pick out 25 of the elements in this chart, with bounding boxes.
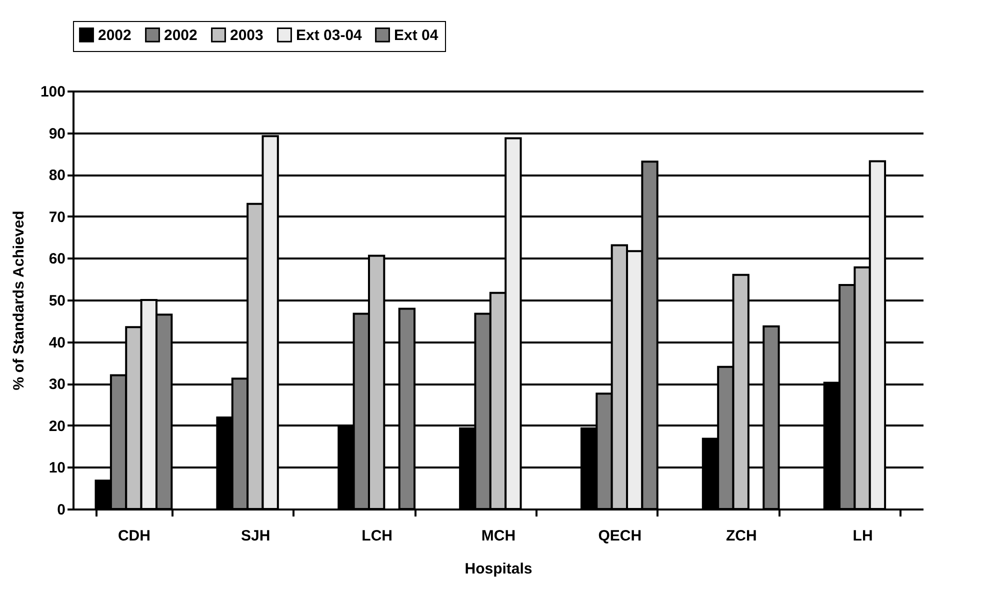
y-tick-label: 70 [48,208,66,226]
y-tick-label: 100 [40,84,66,100]
legend-label: 2002 [98,26,132,44]
legend-label: Ext 04 [394,26,439,44]
x-tick-label: SJH [241,528,270,544]
y-tick-label: 80 [48,167,66,184]
y-tick-label: 30 [48,376,66,394]
x-tick-label: QECH [598,528,642,544]
y-tick-label: 10 [48,460,66,477]
x-tick-label: CDH [118,528,150,544]
y-tick-label: 40 [48,334,66,352]
y-tick-label: 90 [48,125,66,142]
x-tick-label: MCH [481,528,516,544]
y-tick-label: 60 [48,250,66,268]
legend-label: 2002 [164,26,198,44]
x-tick-label: LH [852,528,873,544]
y-axis-title: % of Standards Achieved [10,210,28,390]
x-tick-label: ZCH [726,528,757,544]
legend-label: 2003 [230,26,264,44]
y-tick-label: 50 [48,292,66,310]
y-tick-label: 0 [57,502,66,518]
legend-label: Ext 03-04 [296,26,363,44]
y-tick-label: 20 [48,418,66,435]
x-axis-title: Hospitals [464,560,532,578]
x-tick-label: LCH [362,528,392,544]
